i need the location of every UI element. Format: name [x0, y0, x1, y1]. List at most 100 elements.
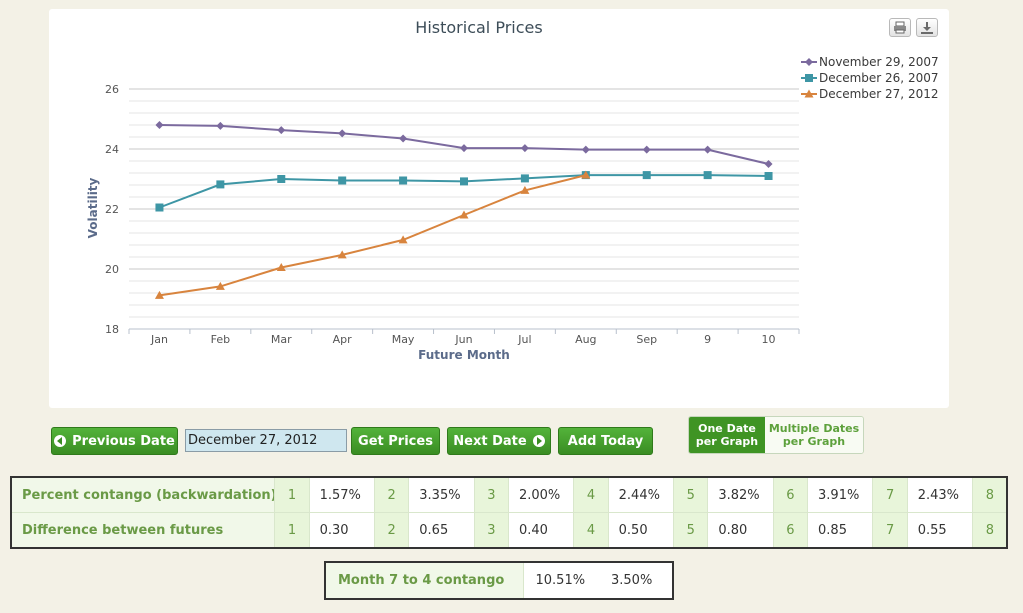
metric-value-cell: 0.65: [408, 512, 475, 549]
month-index-cell: 5: [673, 476, 709, 513]
x-axis-title: Future Month: [418, 348, 510, 362]
summary-value-2: 3.50%: [611, 573, 653, 588]
metrics-row-label: Difference between futures: [10, 512, 276, 549]
y-tick-label: 22: [105, 203, 119, 216]
month-index-cell: 4: [573, 476, 609, 513]
get-prices-button[interactable]: Get Prices: [351, 427, 440, 455]
data-point: [215, 281, 225, 290]
x-tick-label: 10: [762, 333, 776, 346]
chart-title: Historical Prices: [415, 18, 542, 37]
next-date-button[interactable]: Next Date: [447, 427, 551, 455]
date-input[interactable]: [185, 429, 347, 452]
data-point: [337, 250, 347, 259]
data-point: [460, 177, 468, 186]
metric-value-cell: 0.50: [607, 512, 675, 549]
x-tick-label: Jul: [517, 333, 531, 346]
month-index-cell: 2: [374, 512, 410, 549]
y-tick-label: 20: [105, 263, 119, 276]
previous-date-button[interactable]: Previous Date: [51, 427, 178, 455]
data-point: [154, 290, 164, 299]
multiple-dates-per-graph-option[interactable]: Multiple Dates per Graph: [765, 417, 863, 453]
data-point: [520, 144, 529, 153]
metric-value-cell: 2.43%: [906, 476, 974, 513]
x-tick-label: May: [392, 333, 415, 346]
metrics-row-label: Percent contango (backwardation): [10, 476, 276, 513]
x-tick-label: 9: [704, 333, 711, 346]
month-index-cell: 6: [772, 512, 809, 549]
metric-value-cell: 2.00%: [507, 476, 575, 513]
data-point: [338, 129, 347, 138]
month-index-cell: 7: [872, 476, 908, 513]
data-point: [581, 145, 590, 154]
data-point: [216, 180, 225, 189]
data-point: [764, 172, 773, 180]
month-index-cell: 1: [274, 476, 310, 513]
data-point: [155, 203, 164, 212]
metric-value-cell: 0.55: [906, 512, 974, 549]
download-icon: [921, 22, 933, 34]
data-point: [277, 175, 286, 183]
chevron-left-icon: [54, 435, 67, 447]
y-tick-label: 24: [105, 143, 119, 156]
metric-value-cell: 0.30: [308, 512, 376, 549]
y-tick-label: 18: [105, 323, 119, 336]
data-point: [703, 171, 712, 180]
month-index-cell: 8: [972, 512, 1008, 549]
metric-value-cell: 3.82%: [707, 476, 774, 513]
data-point: [581, 170, 591, 179]
metric-value-cell: 3.91%: [807, 476, 874, 513]
metrics-row: Difference between futures 1 0.30 2 0.65 3 0.4…: [10, 512, 1008, 549]
one-date-per-graph-option[interactable]: One Date per Graph: [689, 417, 765, 453]
data-point: [276, 263, 286, 271]
x-tick-label: Jan: [150, 333, 168, 346]
print-chart-button[interactable]: [889, 18, 911, 37]
metrics-row: Percent contango (backwardation) 1 1.57% 2 3…: [10, 476, 1008, 513]
export-chart-button[interactable]: [916, 18, 938, 37]
x-tick-label: Feb: [211, 333, 230, 346]
legend-label[interactable]: November 29, 2007: [819, 55, 939, 69]
x-tick-label: Apr: [333, 333, 353, 346]
metric-value-cell: 0.80: [707, 512, 774, 549]
summary-value-1: 10.51%: [535, 573, 586, 588]
data-point: [642, 171, 651, 180]
print-icon: [894, 21, 906, 34]
month-index-cell: 4: [573, 512, 609, 549]
data-point: [459, 210, 469, 219]
data-point: [399, 176, 408, 185]
x-tick-label: Jun: [454, 333, 472, 346]
data-point: [155, 121, 164, 129]
month-index-cell: 1: [274, 512, 310, 549]
metric-value-cell: 3.35%: [408, 476, 475, 513]
graph-mode-toggle: One Date per Graph Multiple Dates per Gr…: [688, 416, 864, 454]
data-point: [277, 126, 286, 135]
summary-row: Month 7 to 4 contango 10.51% 3.50%: [325, 562, 673, 599]
summary-label: Month 7 to 4 contango: [325, 562, 524, 599]
get-prices-label: Get Prices: [358, 433, 433, 449]
y-axis-title: Volatility: [86, 177, 100, 238]
data-point: [399, 134, 408, 143]
next-date-label: Next Date: [453, 433, 527, 449]
legend-marker: [805, 74, 813, 82]
legend-label[interactable]: December 26, 2007: [819, 71, 938, 85]
data-point: [520, 185, 530, 194]
date-controls: Previous Date Get Prices Next Date Add T…: [0, 425, 1023, 457]
month-index-cell: 3: [473, 476, 509, 513]
data-point: [216, 121, 225, 130]
month-index-cell: 7: [872, 512, 908, 549]
month-index-cell: 5: [673, 512, 709, 549]
contango-summary-table: Month 7 to 4 contango 10.51% 3.50%: [324, 561, 674, 600]
y-tick-label: 26: [105, 83, 119, 96]
data-point: [398, 235, 408, 244]
legend-label[interactable]: December 27, 2012: [819, 87, 938, 101]
add-today-label: Add Today: [567, 433, 644, 449]
add-today-button[interactable]: Add Today: [558, 427, 653, 455]
data-point: [338, 176, 347, 185]
data-point: [460, 144, 468, 153]
legend-marker: [805, 58, 813, 66]
month-index-cell: 3: [473, 512, 509, 549]
volatility-chart: Historical Prices 18 20 22 24 26 Jan Feb Mar Apr…: [86, 18, 939, 362]
x-tick-label: Mar: [271, 333, 292, 346]
futures-metrics-table: Percent contango (backwardation) 1 1.57% 2 3…: [10, 476, 1008, 549]
month-index-cell: 8: [972, 476, 1008, 513]
metric-value-cell: 2.44%: [607, 476, 675, 513]
